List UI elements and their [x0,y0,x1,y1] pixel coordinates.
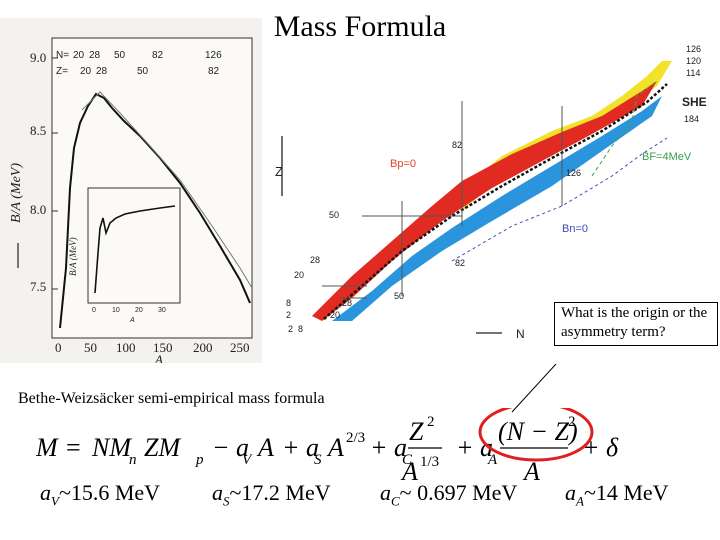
ytick: 7.5 [30,279,46,294]
svg-text:V: V [242,452,253,468]
svg-text:82: 82 [452,140,462,150]
svg-text:M: M [36,433,59,462]
n-label: 28 [89,50,101,61]
xtick: 200 [193,340,213,355]
callout-pointer [511,364,557,413]
svg-text:B/A (MeV): B/A (MeV) [68,237,78,276]
xtick: 50 [84,340,97,355]
n-label: 50 [114,50,126,61]
svg-text:2/3: 2/3 [346,430,365,446]
svg-text:28: 28 [342,298,352,308]
svg-text:20: 20 [330,310,340,320]
svg-text:50: 50 [394,291,404,301]
constant-as: aS~17.2 MeV [212,480,331,509]
svg-text:8: 8 [298,324,303,334]
svg-text:p: p [195,452,204,468]
ytick: 8.5 [30,123,46,138]
n-label: N= [56,50,69,61]
asymmetry-highlight [478,408,594,462]
svg-text:30: 30 [158,307,166,314]
svg-text:184: 184 [684,114,699,124]
she-label: SHE [682,95,707,109]
svg-text:n: n [129,452,137,468]
formula-caption: Bethe-Weizsäcker semi-empirical mass for… [18,390,325,407]
constant-av: aV~15.6 MeV [40,480,161,509]
n-label: 20 [73,50,85,61]
inset-plot: 0 10 20 30 A B/A (MeV) [68,187,181,324]
constant-ac: aC~ 0.697 MeV [380,480,518,509]
svg-text:1/3: 1/3 [420,454,439,470]
svg-text:− a: − a [212,433,249,462]
svg-text:A: A [522,457,540,486]
n-label: 82 [152,50,164,61]
svg-text:20: 20 [294,270,304,280]
binding-curve [59,92,251,329]
bn-label: Bn=0 [562,223,588,235]
svg-text:(N − Z): (N − Z) [498,417,578,446]
n-axis-label: N [516,327,525,341]
svg-text:+ δ: + δ [582,433,619,462]
svg-text:A: A [326,433,344,462]
svg-text:20: 20 [135,307,143,314]
svg-text:126: 126 [686,44,701,54]
svg-text:8: 8 [286,298,291,308]
ytick: 8.0 [30,202,46,217]
svg-text:126: 126 [566,168,581,178]
xlabel: A [154,352,163,363]
fit-curve [81,91,253,289]
ylabel: B/A (MeV) [9,163,24,223]
svg-text:ZM: ZM [144,433,181,462]
svg-text:2: 2 [288,324,293,334]
svg-text:S: S [314,452,322,468]
svg-text:=: = [66,433,81,462]
asymmetry-callout: What is the origin or the asymmetry term… [554,302,718,346]
red-region [312,81,657,321]
bp-label: Bp=0 [390,158,416,170]
svg-text:A: A [400,457,418,486]
z-label: 28 [96,66,108,77]
svg-text:+ a: + a [282,433,319,462]
svg-text:2: 2 [568,414,576,430]
blue-region [332,96,662,321]
z-axis-label: Z [275,164,283,179]
z-label: Z= [56,66,68,77]
svg-text:+ a: + a [370,433,407,462]
xtick: 250 [230,340,250,355]
nuclide-chart: Z N 126 120 114 82 50 28 20 8 2 184 126 … [262,36,720,342]
svg-text:50: 50 [329,210,339,220]
mass-formula: M = NM n ZM p − a V A + a S A 2/3 + a C … [36,408,619,486]
svg-text:10: 10 [112,307,120,314]
svg-text:NM: NM [91,433,132,462]
svg-text:2: 2 [427,414,435,430]
ytick: 9.0 [30,50,46,65]
svg-text:Z: Z [409,417,424,446]
z-label: 82 [208,66,220,77]
svg-text:114: 114 [686,68,700,78]
xtick: 0 [55,340,62,355]
z-label: 20 [80,66,92,77]
xtick: 100 [116,340,136,355]
svg-text:A: A [487,452,498,468]
constant-aa: aA~14 MeV [565,480,669,509]
svg-text:120: 120 [686,56,701,66]
binding-energy-plot: 9.0 8.5 8.0 7.5 0 50 100 150 200 250 A B… [0,18,262,363]
svg-text:2: 2 [286,310,291,320]
bf-label: BF=4MeV [642,151,692,163]
svg-text:82: 82 [455,258,465,268]
svg-text:C: C [402,452,413,468]
svg-text:0: 0 [92,307,96,314]
svg-text:A: A [256,433,274,462]
n-label: 126 [205,50,222,61]
stability-line [323,83,668,320]
z-label: 50 [137,66,149,77]
svg-text:28: 28 [310,255,320,265]
svg-text:A: A [129,317,135,324]
xtick: 150 [153,340,173,355]
